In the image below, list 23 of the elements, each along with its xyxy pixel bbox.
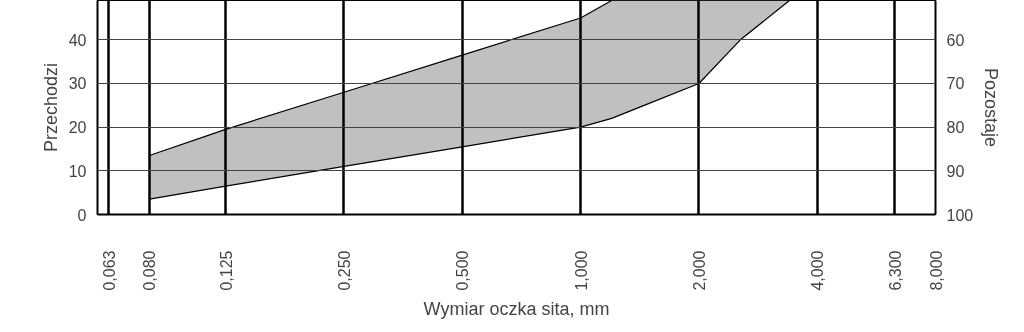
y-axis-title: Przechodzi [40,62,61,153]
x-tick-label: 0,063 [100,250,118,291]
x-tick-label: 0,080 [141,250,159,291]
y2-tick-label: 80 [946,119,965,137]
y2-tick-label: 70 [946,75,965,93]
y-tick-label: 30 [68,75,87,93]
y-tick-label: 0 [77,206,87,224]
y2-tick-label: 100 [946,206,974,224]
x-tick-label: 0,125 [217,250,235,291]
y-tick-label: 10 [68,162,87,180]
y2-tick-label: 60 [946,31,965,49]
x-tick-label: 1,000 [572,250,590,291]
x-tick-label: 0,250 [335,250,353,291]
y2-tick-label: 90 [946,162,965,180]
x-tick-label: 0,500 [454,250,472,291]
x-tick-label: 4,000 [809,250,827,291]
x-tick-label: 8,000 [927,250,945,291]
y2-axis-title: Pozostaje [981,67,1002,148]
x-tick-label: 6,300 [886,250,904,291]
y-tick-label: 20 [68,119,87,137]
x-tick-label: 2,000 [690,250,708,291]
x-axis-title: Wymiar oczka sita, mm [423,298,610,319]
y-tick-label: 40 [68,31,87,49]
